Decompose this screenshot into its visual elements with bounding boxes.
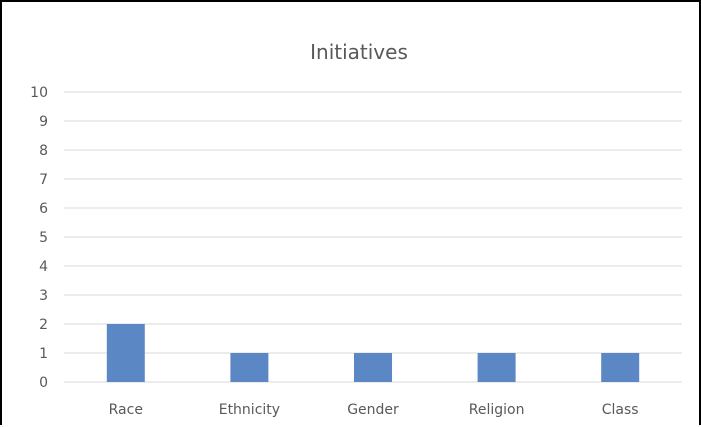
bar-religion [477,353,516,382]
y-tick-label-0: 0 [39,375,48,391]
y-tick-label-9: 9 [39,114,48,130]
y-tick-label-1: 1 [39,346,48,362]
bars [106,324,640,382]
y-tick-label-5: 5 [39,230,48,246]
bar-gender [354,353,392,382]
y-tick-label-4: 4 [39,259,48,275]
y-tick-label-3: 3 [39,288,48,304]
bar-class [601,353,640,382]
y-tick-label-6: 6 [39,201,48,217]
y-tick-label-10: 10 [30,85,48,101]
y-tick-label-7: 7 [39,172,48,188]
y-tick-label-2: 2 [39,317,48,333]
y-tick-label-8: 8 [39,143,48,159]
bar-race [106,324,145,382]
bar-ethnicity [230,353,269,382]
x-tick-label-class: Class [602,402,639,418]
y-axis-tick-labels: 0 1 2 3 4 5 6 7 8 9 10 [30,85,48,391]
chart-title: Initiatives [310,40,408,64]
x-axis-tick-labels: Race Ethnicity Gender Religion Class [109,402,639,418]
gridlines [64,91,682,383]
x-tick-label-religion: Religion [469,402,525,418]
x-tick-label-race: Race [109,402,143,418]
x-tick-label-gender: Gender [347,402,399,418]
x-tick-label-ethnicity: Ethnicity [219,402,280,418]
